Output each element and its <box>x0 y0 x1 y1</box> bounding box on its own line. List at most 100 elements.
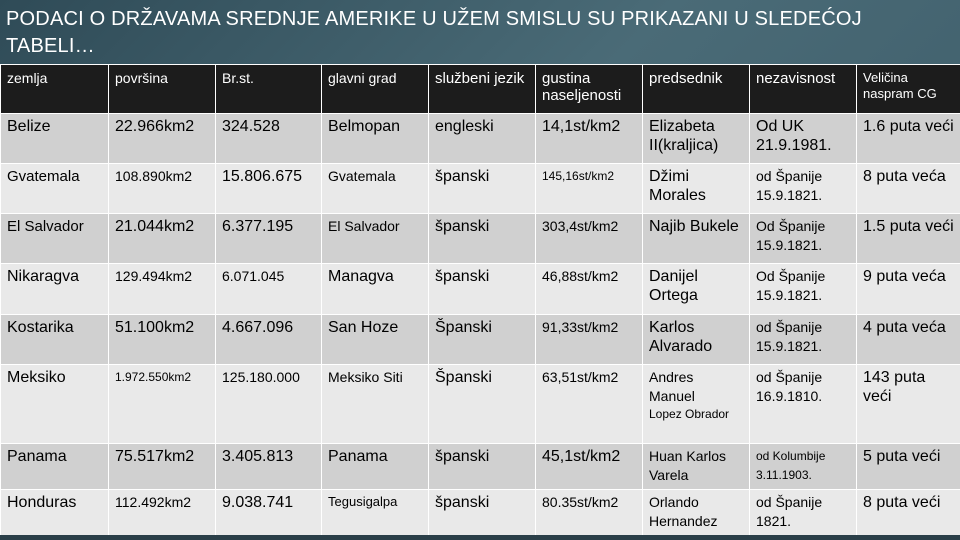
predsednik-name: Karlos Alvarado <box>649 319 713 355</box>
cell-velicina: 4 puta veća <box>856 314 960 365</box>
cell-velicina: 5 puta veći <box>856 443 960 490</box>
cell-grad: Panama <box>321 443 429 490</box>
cell-nezavisnost: od Kolumbije 3.11.1903. <box>749 443 857 490</box>
cell-zemlja: Panama <box>0 443 109 490</box>
cell-gustina: 91,33st/km2 <box>535 314 643 365</box>
cell-gustina: 80.35st/km2 <box>535 489 643 536</box>
cell-gustina: 45,1st/km2 <box>535 443 643 490</box>
predsednik-name: Danijel Ortega <box>649 268 698 304</box>
cell-nezavisnost: Od Španije 15.9.1821. <box>749 263 857 315</box>
cell-zemlja: El Salvador <box>0 213 109 264</box>
cell-zemlja: Meksiko <box>0 364 109 444</box>
cell-povrsina: 21.044km2 <box>108 213 216 264</box>
predsednik-note: Lopez Obrador <box>649 407 730 421</box>
table-row: Belize 22.966km2 324.528 Belmopan engles… <box>0 113 960 164</box>
cell-velicina: 9 puta veća <box>856 263 960 315</box>
cell-jezik: španski <box>428 489 536 536</box>
cell-br-st: 324.528 <box>215 113 322 164</box>
cell-gustina: 46,88st/km2 <box>535 263 643 315</box>
cell-jezik: španski <box>428 163 536 214</box>
cell-br-st: 125.180.000 <box>215 364 322 444</box>
cell-br-st: 6.377.195 <box>215 213 322 264</box>
table-row: Kostarika 51.100km2 4.667.096 San Hoze Š… <box>0 314 960 365</box>
cell-gustina: 63,51st/km2 <box>535 364 643 444</box>
cell-velicina: 143 puta veći <box>856 364 960 444</box>
cell-grad: Belmopan <box>321 113 429 164</box>
cell-povrsina: 22.966km2 <box>108 113 216 164</box>
table-row: Panama 75.517km2 3.405.813 Panama špansk… <box>0 443 960 490</box>
cell-br-st: 3.405.813 <box>215 443 322 490</box>
predsednik-name: Huan Karlos Varela <box>649 448 727 483</box>
table-row: El Salvador 21.044km2 6.377.195 El Salva… <box>0 213 960 264</box>
cell-nezavisnost: Od UK 21.9.1981. <box>749 113 857 164</box>
cell-gustina: 14,1st/km2 <box>535 113 643 164</box>
table-row: Honduras 112.492km2 9.038.741 Tegusigalp… <box>0 489 960 536</box>
table-row: Meksiko 1.972.550km2 125.180.000 Meksiko… <box>0 364 960 444</box>
cell-grad: Tegusigalpa <box>321 489 429 536</box>
bottom-bar <box>0 535 960 540</box>
cell-velicina: 8 puta veći <box>856 489 960 536</box>
cell-velicina: 1.6 puta veći <box>856 113 960 164</box>
header-velicina: Veličina naspram CG <box>856 64 960 114</box>
predsednik-name: Elizabeta II(kraljica) <box>649 118 719 154</box>
header-sluzbeni-jezik: službeni jezik <box>428 64 536 114</box>
predsednik-name: Džimi Morales <box>649 168 706 204</box>
cell-nezavisnost: od Španije 15.9.1821. <box>749 163 857 214</box>
predsednik-name: Andres Manuel <box>649 369 695 404</box>
header-predsednik: predsednik <box>642 64 750 114</box>
cell-predsednik: Danijel Ortega <box>642 263 750 315</box>
cell-nezavisnost: od Španije 16.9.1810. <box>749 364 857 444</box>
cell-grad: Gvatemala <box>321 163 429 214</box>
cell-br-st: 9.038.741 <box>215 489 322 536</box>
cell-predsednik: Andres Manuel Lopez Obrador <box>642 364 750 444</box>
header-br-st: Br.st. <box>215 64 322 114</box>
cell-povrsina: 108.890km2 <box>108 163 216 214</box>
table-row: Nikaragva 129.494km2 6.071.045 Managva š… <box>0 263 960 315</box>
header-povrsina: površina <box>108 64 216 114</box>
cell-jezik: španski <box>428 263 536 315</box>
cell-jezik: Španski <box>428 314 536 365</box>
cell-nezavisnost: od Španije 1821. <box>749 489 857 536</box>
cell-predsednik: Elizabeta II(kraljica) <box>642 113 750 164</box>
cell-nezavisnost: od Španije 15.9.1821. <box>749 314 857 365</box>
header-gustina: gustina naseljenosti <box>535 64 643 114</box>
cell-predsednik: Huan Karlos Varela <box>642 443 750 490</box>
cell-predsednik: Orlando Hernandez <box>642 489 750 536</box>
cell-br-st: 6.071.045 <box>215 263 322 315</box>
cell-nezavisnost: Od Španije 15.9.1821. <box>749 213 857 264</box>
cell-zemlja: Gvatemala <box>0 163 109 214</box>
countries-table: zemlja površina Br.st. glavni grad služb… <box>0 64 960 536</box>
cell-grad: San Hoze <box>321 314 429 365</box>
page-title: PODACI O DRŽAVAMA SREDNJE AMERIKE U UŽEM… <box>6 8 862 57</box>
cell-predsednik: Džimi Morales <box>642 163 750 214</box>
cell-povrsina: 129.494km2 <box>108 263 216 315</box>
cell-velicina: 1.5 puta veći <box>856 213 960 264</box>
cell-gustina: 303,4st/km2 <box>535 213 643 264</box>
header-glavni-grad: glavni grad <box>321 64 429 114</box>
cell-zemlja: Kostarika <box>0 314 109 365</box>
cell-br-st: 15.806.675 <box>215 163 322 214</box>
cell-jezik: engleski <box>428 113 536 164</box>
cell-povrsina: 112.492km2 <box>108 489 216 536</box>
header-nezavisnost: nezavisnost <box>749 64 857 114</box>
header-zemlja: zemlja <box>0 64 109 114</box>
cell-br-st: 4.667.096 <box>215 314 322 365</box>
table-row: Gvatemala 108.890km2 15.806.675 Gvatemal… <box>0 163 960 214</box>
cell-grad: Managva <box>321 263 429 315</box>
cell-zemlja: Belize <box>0 113 109 164</box>
cell-velicina: 8 puta veća <box>856 163 960 214</box>
cell-jezik: španski <box>428 443 536 490</box>
cell-zemlja: Nikaragva <box>0 263 109 315</box>
cell-povrsina: 51.100km2 <box>108 314 216 365</box>
cell-povrsina: 1.972.550km2 <box>108 364 216 444</box>
predsednik-name: Orlando Hernandez <box>649 494 718 529</box>
cell-zemlja: Honduras <box>0 489 109 536</box>
cell-gustina: 145,16st/km2 <box>535 163 643 214</box>
cell-predsednik: Karlos Alvarado <box>642 314 750 365</box>
cell-grad: El Salvador <box>321 213 429 264</box>
cell-grad: Meksiko Siti <box>321 364 429 444</box>
cell-povrsina: 75.517km2 <box>108 443 216 490</box>
cell-jezik: španski <box>428 213 536 264</box>
predsednik-name: Najib Bukele <box>649 218 739 235</box>
table-header-row: zemlja površina Br.st. glavni grad služb… <box>0 64 960 114</box>
